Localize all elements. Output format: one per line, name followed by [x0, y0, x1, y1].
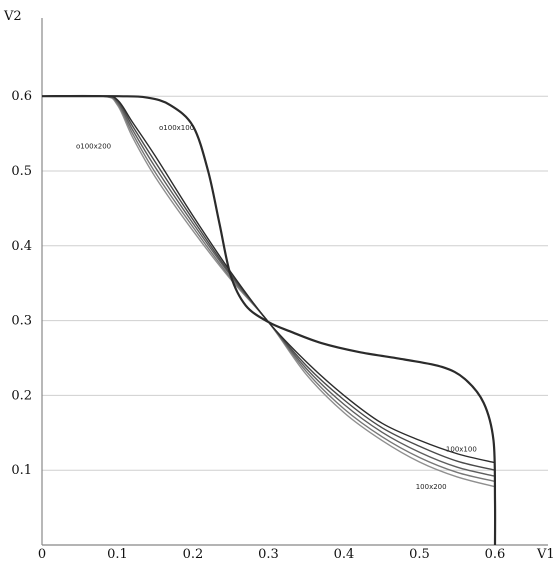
x-axis-label: V1 — [536, 547, 555, 562]
x-tick-label: 0.5 — [409, 547, 430, 562]
y-tick-label: 0.6 — [11, 89, 32, 104]
y-tick-label: 0.1 — [11, 463, 32, 478]
annotation-label: 100x200 — [416, 483, 447, 491]
series-line-3 — [41, 95, 496, 477]
series-line-4 — [41, 94, 496, 483]
y-tick-label: 0.5 — [11, 164, 32, 179]
x-tick-label: 0.2 — [183, 547, 204, 562]
y-tick-label: 0.2 — [11, 388, 32, 403]
series-line-2 — [41, 95, 496, 471]
x-tick-label: 0.1 — [107, 547, 128, 562]
x-tick-label: 0.6 — [485, 547, 506, 562]
series-line-5 — [41, 94, 496, 488]
x-tick-label: 0 — [38, 547, 46, 562]
x-tick-label: 0.4 — [334, 547, 355, 562]
annotation-label: 100x100 — [446, 446, 477, 454]
y-axis-label: V2 — [3, 9, 22, 24]
annotation-label: o100x100 — [159, 124, 194, 132]
annotation-label: o100x200 — [76, 143, 111, 151]
series-line-0 — [41, 94, 497, 546]
annotations: o100x200 o100x100 100x100 100x200 — [76, 124, 477, 491]
series-line-1 — [41, 95, 496, 464]
grid-lines — [42, 95, 548, 471]
y-tick-label: 0.3 — [11, 314, 32, 329]
tick-labels: 0 0.1 0.2 0.3 0.4 0.5 0.6 0.1 0.2 0.3 0.4 0.5 0.6 — [11, 89, 505, 562]
x-tick-label: 0.3 — [258, 547, 279, 562]
series-group — [41, 94, 497, 546]
y-tick-label: 0.4 — [11, 239, 32, 254]
